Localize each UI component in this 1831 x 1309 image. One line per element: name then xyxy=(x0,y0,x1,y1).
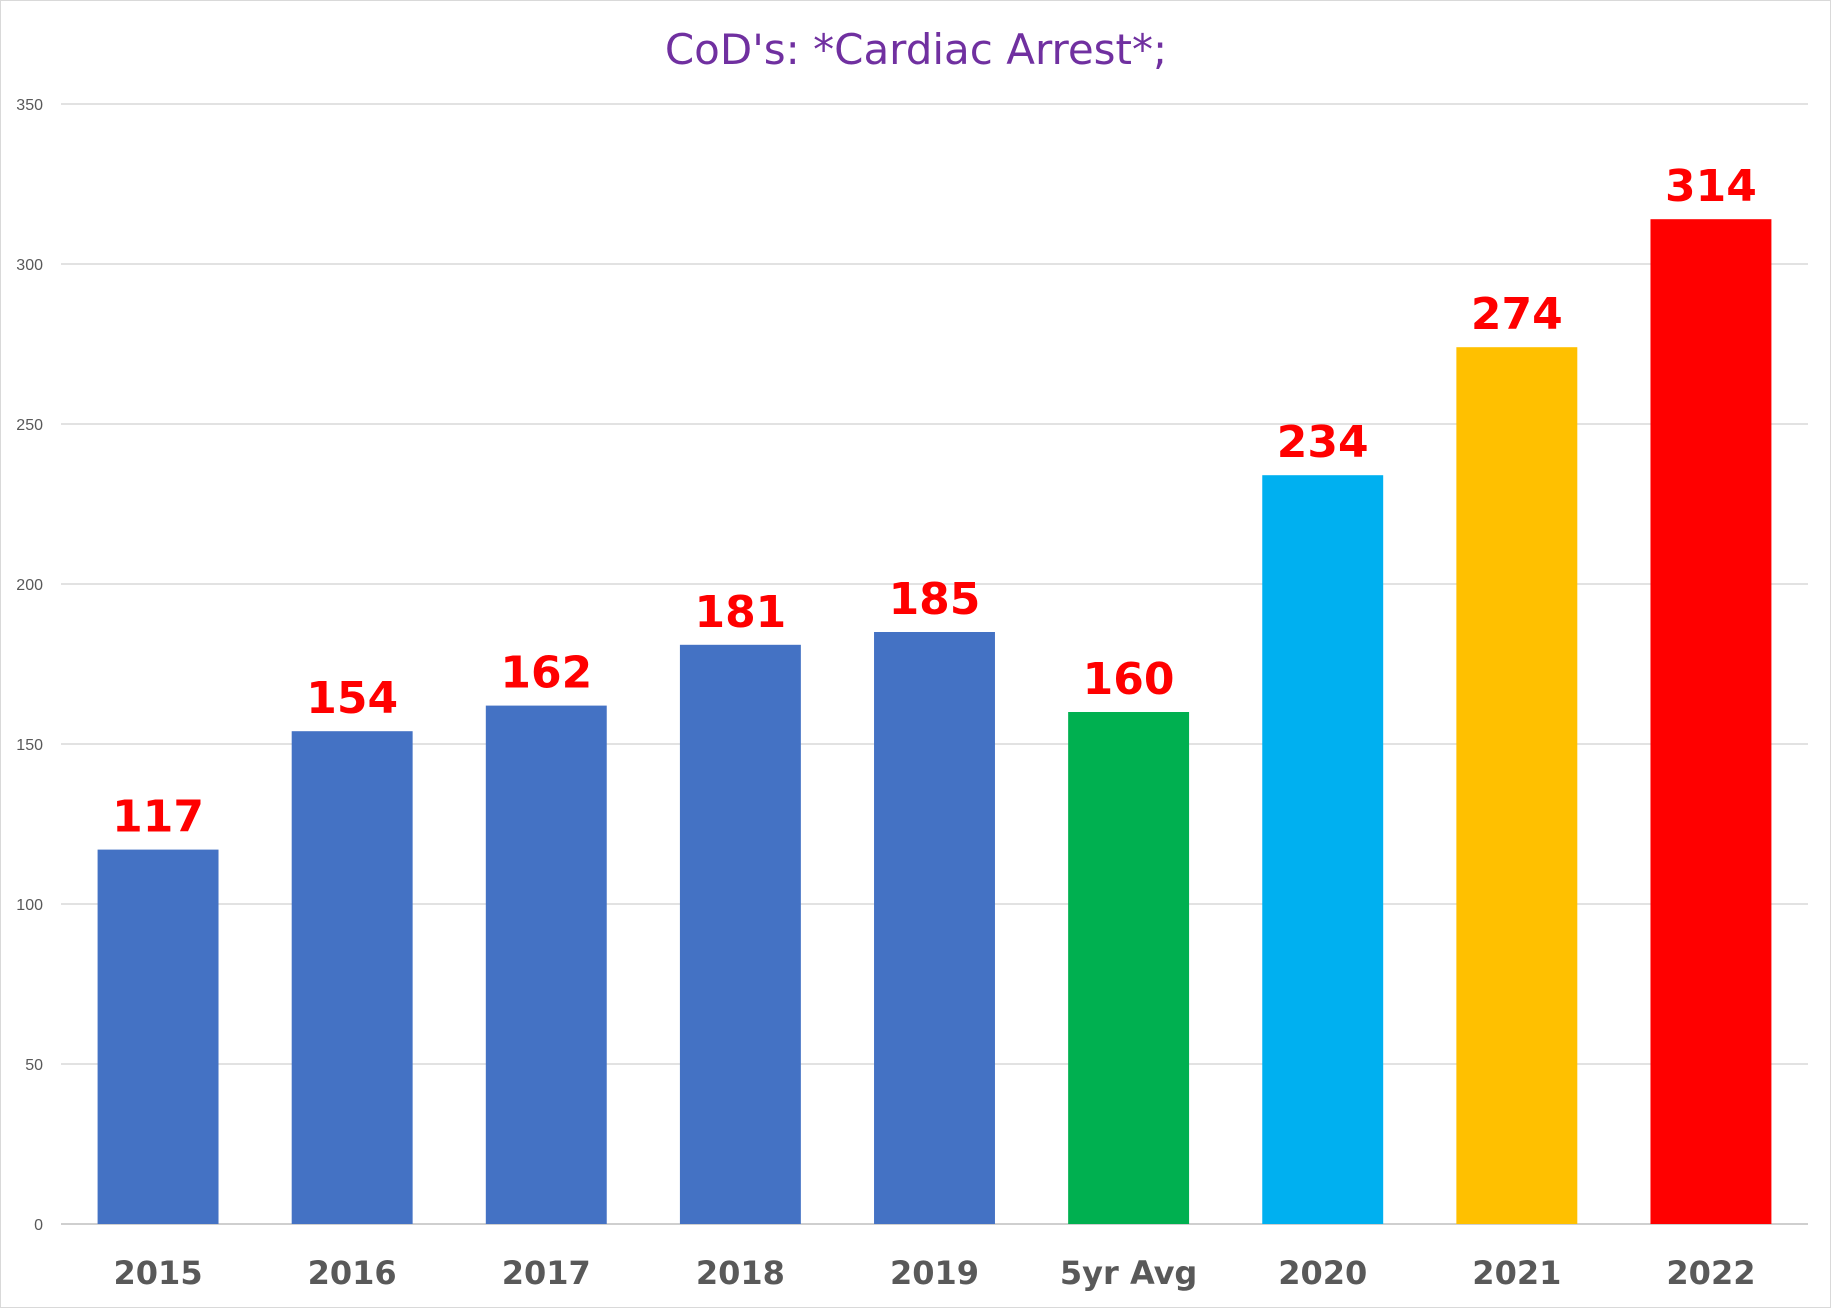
bar-2022 xyxy=(1650,219,1772,1224)
x-tick-label: 2016 xyxy=(308,1254,397,1292)
data-label: 274 xyxy=(1471,289,1563,340)
data-label: 162 xyxy=(500,648,592,699)
y-axis-ticks: 0 50 100 150 200 250 300 350 xyxy=(16,97,43,1234)
x-tick-label: 2015 xyxy=(114,1254,203,1292)
y-tick-label: 50 xyxy=(25,1057,43,1074)
x-tick-label: 2017 xyxy=(502,1254,591,1292)
y-tick-label: 150 xyxy=(16,737,43,754)
y-tick-label: 100 xyxy=(16,897,43,914)
bar-2020 xyxy=(1262,475,1384,1224)
bar-2018 xyxy=(679,644,801,1224)
y-tick-label: 300 xyxy=(16,257,43,274)
bars xyxy=(97,219,1772,1224)
x-axis-ticks: 2015 2016 2017 2018 2019 5yr Avg 2020 2021 2022 xyxy=(114,1254,1756,1292)
chart-title: CoD's: *Cardiac Arrest*; xyxy=(665,25,1167,74)
x-tick-label: 2022 xyxy=(1666,1254,1755,1292)
x-tick-label: 5yr Avg xyxy=(1060,1254,1197,1292)
data-label: 185 xyxy=(889,574,981,625)
y-tick-label: 350 xyxy=(16,97,43,114)
bar-2021 xyxy=(1456,347,1578,1224)
data-label: 314 xyxy=(1665,161,1757,212)
bar-5yr-avg xyxy=(1068,712,1190,1224)
data-labels: 117 154 162 181 185 160 234 274 314 xyxy=(112,161,1757,842)
data-label: 234 xyxy=(1277,417,1369,468)
y-tick-label: 250 xyxy=(16,417,43,434)
x-tick-label: 2020 xyxy=(1278,1254,1367,1292)
data-label: 117 xyxy=(112,792,204,843)
data-label: 160 xyxy=(1083,654,1175,705)
bar-2017 xyxy=(485,705,607,1224)
y-tick-label: 200 xyxy=(16,577,43,594)
x-tick-label: 2021 xyxy=(1472,1254,1561,1292)
x-tick-label: 2018 xyxy=(696,1254,785,1292)
y-tick-label: 0 xyxy=(34,1217,43,1234)
bar-2019 xyxy=(874,632,995,1224)
x-tick-label: 2019 xyxy=(890,1254,979,1292)
data-label: 154 xyxy=(306,673,398,724)
bar-2016 xyxy=(291,731,413,1224)
data-label: 181 xyxy=(694,587,786,638)
bar-2015 xyxy=(97,849,219,1224)
